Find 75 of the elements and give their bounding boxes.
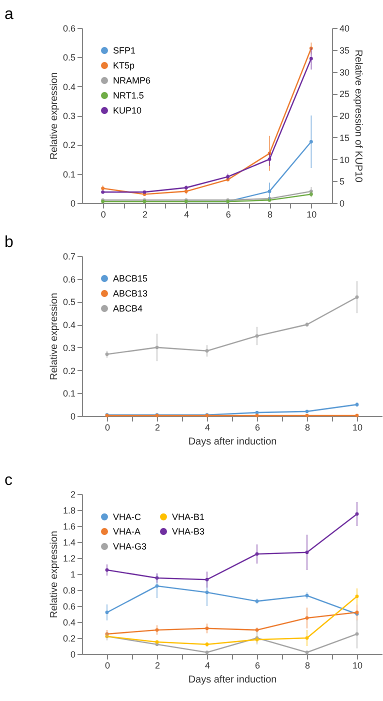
- y2-tick-label: 35: [340, 45, 350, 56]
- x-tick-label: 4: [204, 660, 210, 670]
- legend-label: ABCB4: [113, 304, 143, 314]
- y2-axis-title: Relative expression of KUP10: [352, 50, 364, 183]
- y2-tick-label: 0: [340, 198, 345, 208]
- chart-title: b: [4, 234, 14, 251]
- x-tick-label: 10: [306, 210, 317, 220]
- y-tick-label: 0.3: [62, 342, 76, 353]
- x-tick-label: 10: [352, 422, 363, 432]
- legend-label: KT5p: [113, 60, 135, 70]
- y-axis-title: Relative expression: [48, 72, 60, 160]
- y-tick-label: 0.6: [62, 274, 76, 284]
- x-tick-label: 0: [100, 210, 106, 220]
- legend-label: VHA-B3: [172, 526, 205, 536]
- y-tick-label: 0.2: [62, 634, 76, 644]
- y2-tick-label: 5: [340, 176, 345, 187]
- x-tick-label: 8: [304, 422, 310, 432]
- y-axis-title: Relative expression: [48, 530, 60, 618]
- legend-label: VHA-C: [113, 512, 142, 522]
- x-tick-label: 4: [204, 422, 210, 432]
- x-tick-label: 6: [226, 210, 231, 220]
- y-tick-label: 1.4: [62, 538, 76, 548]
- y-tick-label: 0.5: [62, 297, 76, 308]
- legend-label: NRT1.5: [113, 90, 144, 100]
- legend-label: ABCB15: [113, 274, 148, 284]
- x-tick-label: 8: [304, 660, 310, 670]
- x-tick-label: 10: [352, 660, 363, 670]
- y2-tick-label: 40: [340, 24, 350, 34]
- y2-tick-label: 30: [340, 67, 350, 78]
- chart-title: c: [4, 472, 12, 489]
- y-tick-label: 1.6: [62, 522, 76, 532]
- legend-label: VHA-B1: [172, 512, 205, 522]
- x-tick-label: 4: [184, 210, 190, 220]
- legend-label: VHA-G3: [113, 542, 147, 552]
- y-tick-label: 0.5: [62, 52, 76, 63]
- x-axis-title: Days after induction: [188, 436, 277, 448]
- y-tick-label: 0.6: [62, 602, 76, 612]
- y2-tick-label: 25: [340, 89, 350, 100]
- y-tick-label: 0.4: [62, 82, 76, 92]
- x-tick-label: 2: [154, 660, 160, 670]
- y-tick-label: 0.7: [62, 252, 76, 262]
- y-tick-label: 1: [70, 570, 76, 580]
- y-tick-label: 0: [70, 198, 76, 208]
- y-tick-label: 0.1: [62, 388, 76, 399]
- x-tick-label: 0: [104, 422, 110, 432]
- x-tick-label: 6: [254, 422, 260, 432]
- legend-label: KUP10: [113, 106, 142, 116]
- y-tick-label: 0: [70, 650, 76, 660]
- x-axis-title: Days after induction: [188, 674, 277, 686]
- y-tick-label: 0.2: [62, 140, 76, 150]
- y2-tick-label: 10: [340, 154, 350, 165]
- x-tick-label: 8: [267, 210, 273, 220]
- legend-label: NRAMP6: [113, 76, 151, 86]
- y-tick-label: 1.2: [62, 554, 76, 564]
- legend-label: VHA-A: [113, 526, 141, 536]
- y2-tick-label: 15: [340, 132, 350, 143]
- chart-title: a: [4, 6, 14, 23]
- y-tick-label: 0.4: [62, 320, 76, 330]
- y-tick-label: 0.4: [62, 618, 76, 628]
- legend-label: SFP1: [113, 46, 136, 56]
- y-tick-label: 0.1: [62, 169, 76, 180]
- x-tick-label: 6: [254, 660, 260, 670]
- x-tick-label: 0: [104, 660, 110, 670]
- x-tick-label: 2: [154, 422, 160, 432]
- y-tick-label: 0.8: [62, 586, 76, 596]
- y2-tick-label: 20: [340, 111, 350, 121]
- y-tick-label: 0.2: [62, 366, 76, 376]
- y-tick-label: 0.6: [62, 24, 76, 34]
- y-axis-title: Relative expression: [48, 292, 60, 380]
- y-tick-label: 2: [70, 490, 76, 500]
- legend-label: ABCB13: [113, 288, 148, 298]
- y-tick-label: 0: [70, 412, 76, 422]
- y-tick-label: 1.8: [62, 506, 76, 516]
- x-tick-label: 2: [142, 210, 148, 220]
- y-tick-label: 0.3: [62, 111, 76, 121]
